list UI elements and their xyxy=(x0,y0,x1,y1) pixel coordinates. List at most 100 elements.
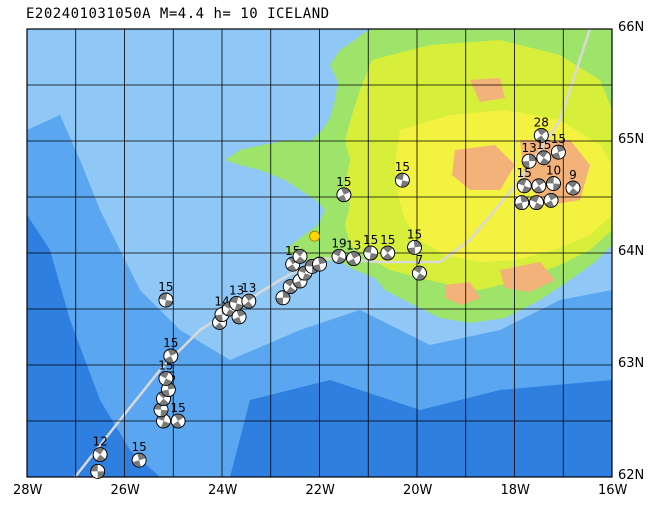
compressional-quadrant xyxy=(97,471,105,479)
compressional-quadrant xyxy=(286,286,296,294)
compressional-quadrant xyxy=(520,195,529,203)
focal-mechanism: 7 xyxy=(412,253,427,281)
depth-label: 10 xyxy=(546,164,561,178)
compressional-quadrant xyxy=(415,273,426,281)
compressional-quadrant xyxy=(158,398,169,406)
focal-mechanism: 15 xyxy=(395,160,410,188)
compressional-quadrant xyxy=(544,200,555,208)
focal-mechanism: 13 xyxy=(229,283,244,311)
focal-mechanism: 19 xyxy=(331,236,347,264)
map-frame xyxy=(26,28,613,478)
focal-mechanism: 15 xyxy=(517,166,532,194)
focal-mechanism: 9 xyxy=(565,168,581,196)
compressional-quadrant xyxy=(90,464,98,472)
focal-mechanism: 10 xyxy=(546,164,561,191)
depth-label: 13 xyxy=(521,141,536,155)
compressional-quadrant xyxy=(295,256,306,264)
depth-label: 15 xyxy=(536,138,551,152)
compressional-quadrant xyxy=(160,409,169,417)
compressional-quadrant xyxy=(400,180,410,188)
compressional-quadrant xyxy=(318,257,327,265)
iceland-peak xyxy=(470,78,505,102)
compressional-quadrant xyxy=(547,193,558,201)
compressional-quadrant xyxy=(539,157,550,165)
compressional-quadrant xyxy=(94,447,105,455)
depth-label: 15 xyxy=(163,336,178,350)
compressional-quadrant xyxy=(350,251,360,259)
focal-mechanism: 13 xyxy=(346,239,361,267)
compressional-quadrant xyxy=(534,178,545,186)
focal-mechanism xyxy=(292,248,308,264)
depth-label: 15 xyxy=(170,401,185,415)
focal-mechanism xyxy=(531,178,547,194)
compressional-quadrant xyxy=(382,253,393,260)
sea-shelf-patch xyxy=(230,38,300,110)
sea-deep xyxy=(27,215,160,477)
compressional-quadrant xyxy=(161,389,170,397)
sea-deep-south xyxy=(230,380,612,477)
compressional-quadrant xyxy=(514,202,524,210)
latitude-tick-label: 66N xyxy=(618,20,645,35)
compressional-quadrant xyxy=(553,183,561,191)
compressional-quadrant xyxy=(95,454,106,462)
compressional-quadrant xyxy=(347,258,357,266)
compressional-quadrant xyxy=(522,161,530,169)
depth-label: 15 xyxy=(395,160,410,174)
compressional-quadrant xyxy=(162,378,173,386)
compressional-quadrant xyxy=(159,293,168,301)
compressional-quadrant xyxy=(382,246,393,253)
compressional-quadrant xyxy=(282,290,290,298)
compressional-quadrant xyxy=(536,128,547,136)
compressional-quadrant xyxy=(174,414,185,421)
longitude-tick-label: 24W xyxy=(208,483,238,498)
focal-mechanism: 28 xyxy=(534,115,549,143)
longitude-tick-label: 28W xyxy=(13,483,43,498)
compressional-quadrant xyxy=(312,264,321,272)
compressional-quadrant xyxy=(528,154,537,162)
focal-mechanism xyxy=(529,195,544,211)
compressional-quadrant xyxy=(244,294,255,302)
compressional-quadrant xyxy=(538,150,548,158)
depth-label: 13 xyxy=(346,239,361,253)
depth-label: 19 xyxy=(331,236,346,250)
compressional-quadrant xyxy=(159,371,170,379)
iceland-peak xyxy=(500,262,555,292)
focal-mechanism: 15 xyxy=(363,233,378,261)
compressional-quadrant xyxy=(413,266,423,274)
depth-label: 15 xyxy=(336,175,351,189)
depth-label: 15 xyxy=(551,132,566,146)
latitude-tick-label: 65N xyxy=(618,132,645,147)
focal-mechanism: 15 xyxy=(536,138,551,166)
depth-label: 15 xyxy=(131,440,146,454)
focal-mechanism: 15 xyxy=(163,336,178,364)
compressional-quadrant xyxy=(407,247,416,255)
map-title: E202401031050A M=4.4 h= 10 ICELAND xyxy=(26,6,330,22)
compressional-quadrant xyxy=(286,264,297,272)
compressional-quadrant xyxy=(215,314,223,322)
compressional-quadrant xyxy=(164,356,174,364)
compressional-quadrant xyxy=(546,176,554,184)
focal-mechanism: 13 xyxy=(521,141,537,169)
compressional-quadrant xyxy=(533,185,543,193)
compressional-quadrant xyxy=(167,349,178,357)
focal-mechanism: 15 xyxy=(131,440,147,468)
compressional-quadrant xyxy=(369,253,378,260)
compressional-quadrant xyxy=(294,249,305,257)
compressional-quadrant xyxy=(243,301,254,309)
depth-label: 9 xyxy=(569,168,577,182)
compressional-quadrant xyxy=(567,181,578,189)
longitude-tick-label: 18W xyxy=(500,483,530,498)
focal-mechanism: 15 xyxy=(158,280,174,308)
depth-label: 28 xyxy=(534,115,549,129)
epicenter-marker xyxy=(309,230,321,242)
compressional-quadrant xyxy=(284,279,295,287)
compressional-quadrant xyxy=(164,300,173,308)
compressional-quadrant xyxy=(395,173,405,181)
depth-label: 15 xyxy=(363,233,378,247)
focal-mechanism: 12 xyxy=(92,435,108,463)
depth-label: 15 xyxy=(407,227,422,241)
compressional-quadrant xyxy=(305,259,313,267)
compressional-quadrant xyxy=(363,246,372,253)
focal-mechanism: 15 xyxy=(158,358,174,386)
compressional-quadrant xyxy=(172,421,182,428)
